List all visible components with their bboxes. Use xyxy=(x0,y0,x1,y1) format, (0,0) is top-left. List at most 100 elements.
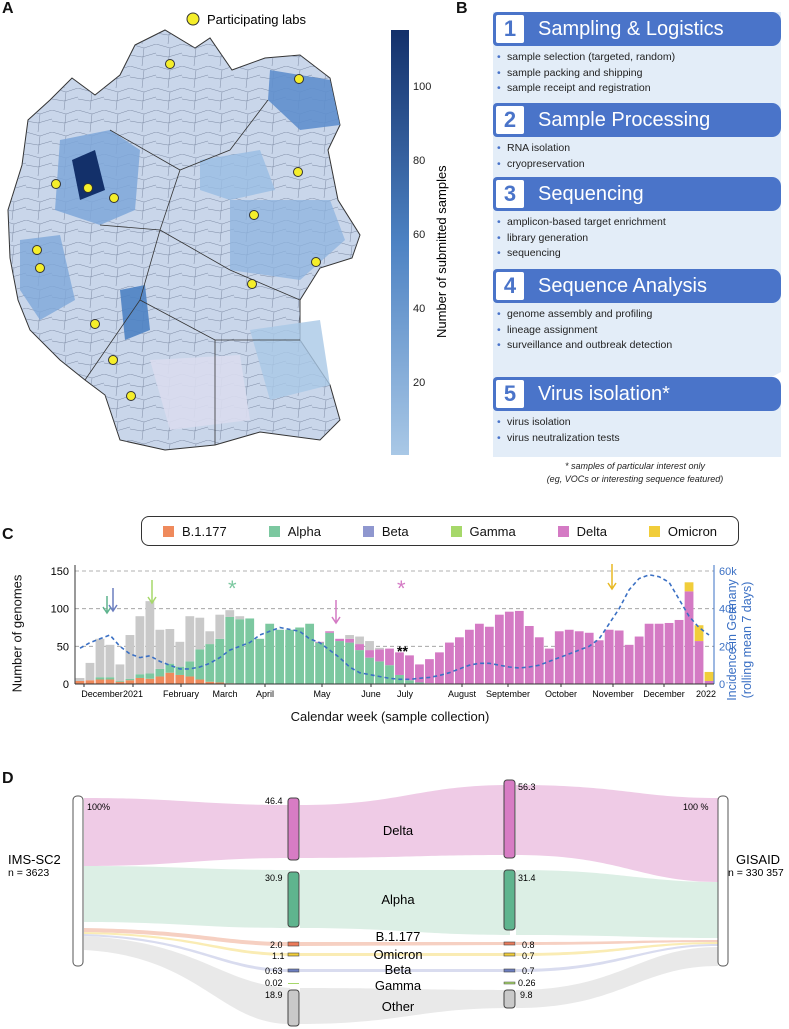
band-other-mid xyxy=(300,988,510,1024)
lab-marker xyxy=(83,183,93,193)
x-tick-label: November xyxy=(592,689,634,699)
bar-segment-other xyxy=(175,641,185,667)
workflow-step-3: 3 Sequencing amplicon-based target enrich… xyxy=(493,177,781,265)
bar-segment-other xyxy=(195,617,205,650)
y-tick-label: 150 xyxy=(51,566,69,578)
bar-segment-delta xyxy=(445,642,454,684)
legend-swatch xyxy=(268,525,280,537)
bar-segment-delta xyxy=(395,652,404,675)
lab-marker xyxy=(51,179,61,189)
delta-star: * xyxy=(397,576,406,601)
bar-segment-alpha xyxy=(275,629,285,684)
step-number: 3 xyxy=(496,180,524,208)
lab-marker xyxy=(165,59,175,69)
legend-swatch xyxy=(162,525,174,537)
step-title: Sampling & Logistics xyxy=(538,17,724,40)
node-omicron-2 xyxy=(503,952,516,957)
colorbar-tick: 100 xyxy=(413,81,431,93)
bar-segment-other xyxy=(205,631,215,645)
step-number: 4 xyxy=(496,272,524,300)
bar-segment-other xyxy=(365,641,374,651)
x-tick-label: June xyxy=(361,689,381,699)
legend-item-beta: Beta xyxy=(362,524,409,539)
step-item: cryopreservation xyxy=(493,157,781,173)
left-source-n: n = 3623 xyxy=(8,867,49,879)
right-source-n: n = 330 357 xyxy=(728,867,784,879)
bar-segment-b1177 xyxy=(135,677,145,684)
legend-item-gamma: Gamma xyxy=(450,523,516,539)
band-beta-left xyxy=(84,934,290,972)
node-omicron-1 xyxy=(287,952,300,957)
bar-segment-alpha xyxy=(175,666,185,675)
node-gamma-2 xyxy=(503,981,516,985)
bar-segment-b1177 xyxy=(195,679,205,684)
x-tick-label: 2021 xyxy=(123,689,143,699)
bar-segment-other xyxy=(85,662,95,681)
lab-marker xyxy=(108,355,118,365)
legend-label: Gamma xyxy=(469,523,516,539)
band-alpha-left xyxy=(84,866,290,928)
bar-segment-alpha xyxy=(355,650,364,684)
bar-segment-alpha xyxy=(375,661,384,684)
bar-segment-delta xyxy=(435,652,444,684)
bar-segment-alpha xyxy=(255,638,265,684)
bar-segment-alpha xyxy=(115,680,125,682)
delta-arrow xyxy=(331,600,341,625)
step-number: 5 xyxy=(496,380,524,408)
workflow-footnote-2: (eg, VOCs or interesting sequence featur… xyxy=(546,474,724,484)
node-b1177-1 xyxy=(287,941,300,947)
node-alpha-2 xyxy=(503,869,516,931)
bar-segment-delta xyxy=(654,623,664,684)
bar-segment-other xyxy=(185,616,195,662)
step-number: 2 xyxy=(496,106,524,134)
y2-tick-label: 60k xyxy=(719,566,737,578)
gamma-arrow xyxy=(147,580,157,605)
omicron-value-right: 0.7 xyxy=(522,951,535,961)
node-alpha-1 xyxy=(287,871,300,928)
node-other-1 xyxy=(287,989,300,1027)
bar-segment-alpha xyxy=(285,629,295,684)
y2-tick-label: 0 xyxy=(719,679,725,691)
bar-segment-delta xyxy=(704,680,714,684)
step-item: surveillance and outbreak detection xyxy=(493,338,781,354)
workflow-step-5: 5 Virus isolation* virus isolation virus … xyxy=(493,377,781,449)
y-tick-label: 100 xyxy=(51,604,69,616)
bar-segment-alpha xyxy=(345,642,354,684)
bar-segment-other xyxy=(235,616,245,620)
right-source-label: GISAID xyxy=(736,852,780,867)
y-axis-label-wrap: Number of genomes xyxy=(0,566,25,716)
step-item: RNA isolation xyxy=(493,141,781,157)
lab-marker xyxy=(293,167,303,177)
bar-segment-alpha xyxy=(415,682,424,684)
legend-item-delta: Delta xyxy=(557,524,607,539)
bar-segment-alpha xyxy=(215,638,225,683)
bar-segment-delta xyxy=(514,610,524,684)
node-beta-2 xyxy=(503,968,516,973)
b1177-value-right: 0.8 xyxy=(522,940,535,950)
x-tick-label: October xyxy=(545,689,577,699)
delta-value-right: 56.3 xyxy=(518,782,536,792)
colorbar-tick: 20 xyxy=(413,377,425,389)
legend-swatch xyxy=(362,525,374,537)
x-tick-label: April xyxy=(256,689,274,699)
bar-segment-alpha xyxy=(385,665,394,684)
band-other-left xyxy=(84,936,290,1024)
band-omicron-right xyxy=(516,942,718,956)
x-axis-label: Calendar week (sample collection) xyxy=(290,709,490,724)
alpha-arrow xyxy=(102,596,112,615)
omicron-arrow xyxy=(607,564,617,591)
germany-map: Participating labs 100 80 60 40 20 Numbe… xyxy=(7,12,449,455)
lab-markers xyxy=(32,59,321,401)
step-item: sample packing and shipping xyxy=(493,66,781,82)
bar-segment-delta xyxy=(564,629,574,684)
bar-segment-alpha xyxy=(245,618,255,684)
band-other-right xyxy=(516,947,718,1008)
bar-segment-delta xyxy=(544,648,554,684)
bar-segment-b1177 xyxy=(155,676,165,684)
bar-segment-other xyxy=(105,644,115,678)
step-number: 1 xyxy=(496,15,524,43)
bar-segment-b1177 xyxy=(165,672,175,684)
bar-segment-delta xyxy=(365,650,374,658)
omicron-value-left: 1.1 xyxy=(272,951,285,961)
